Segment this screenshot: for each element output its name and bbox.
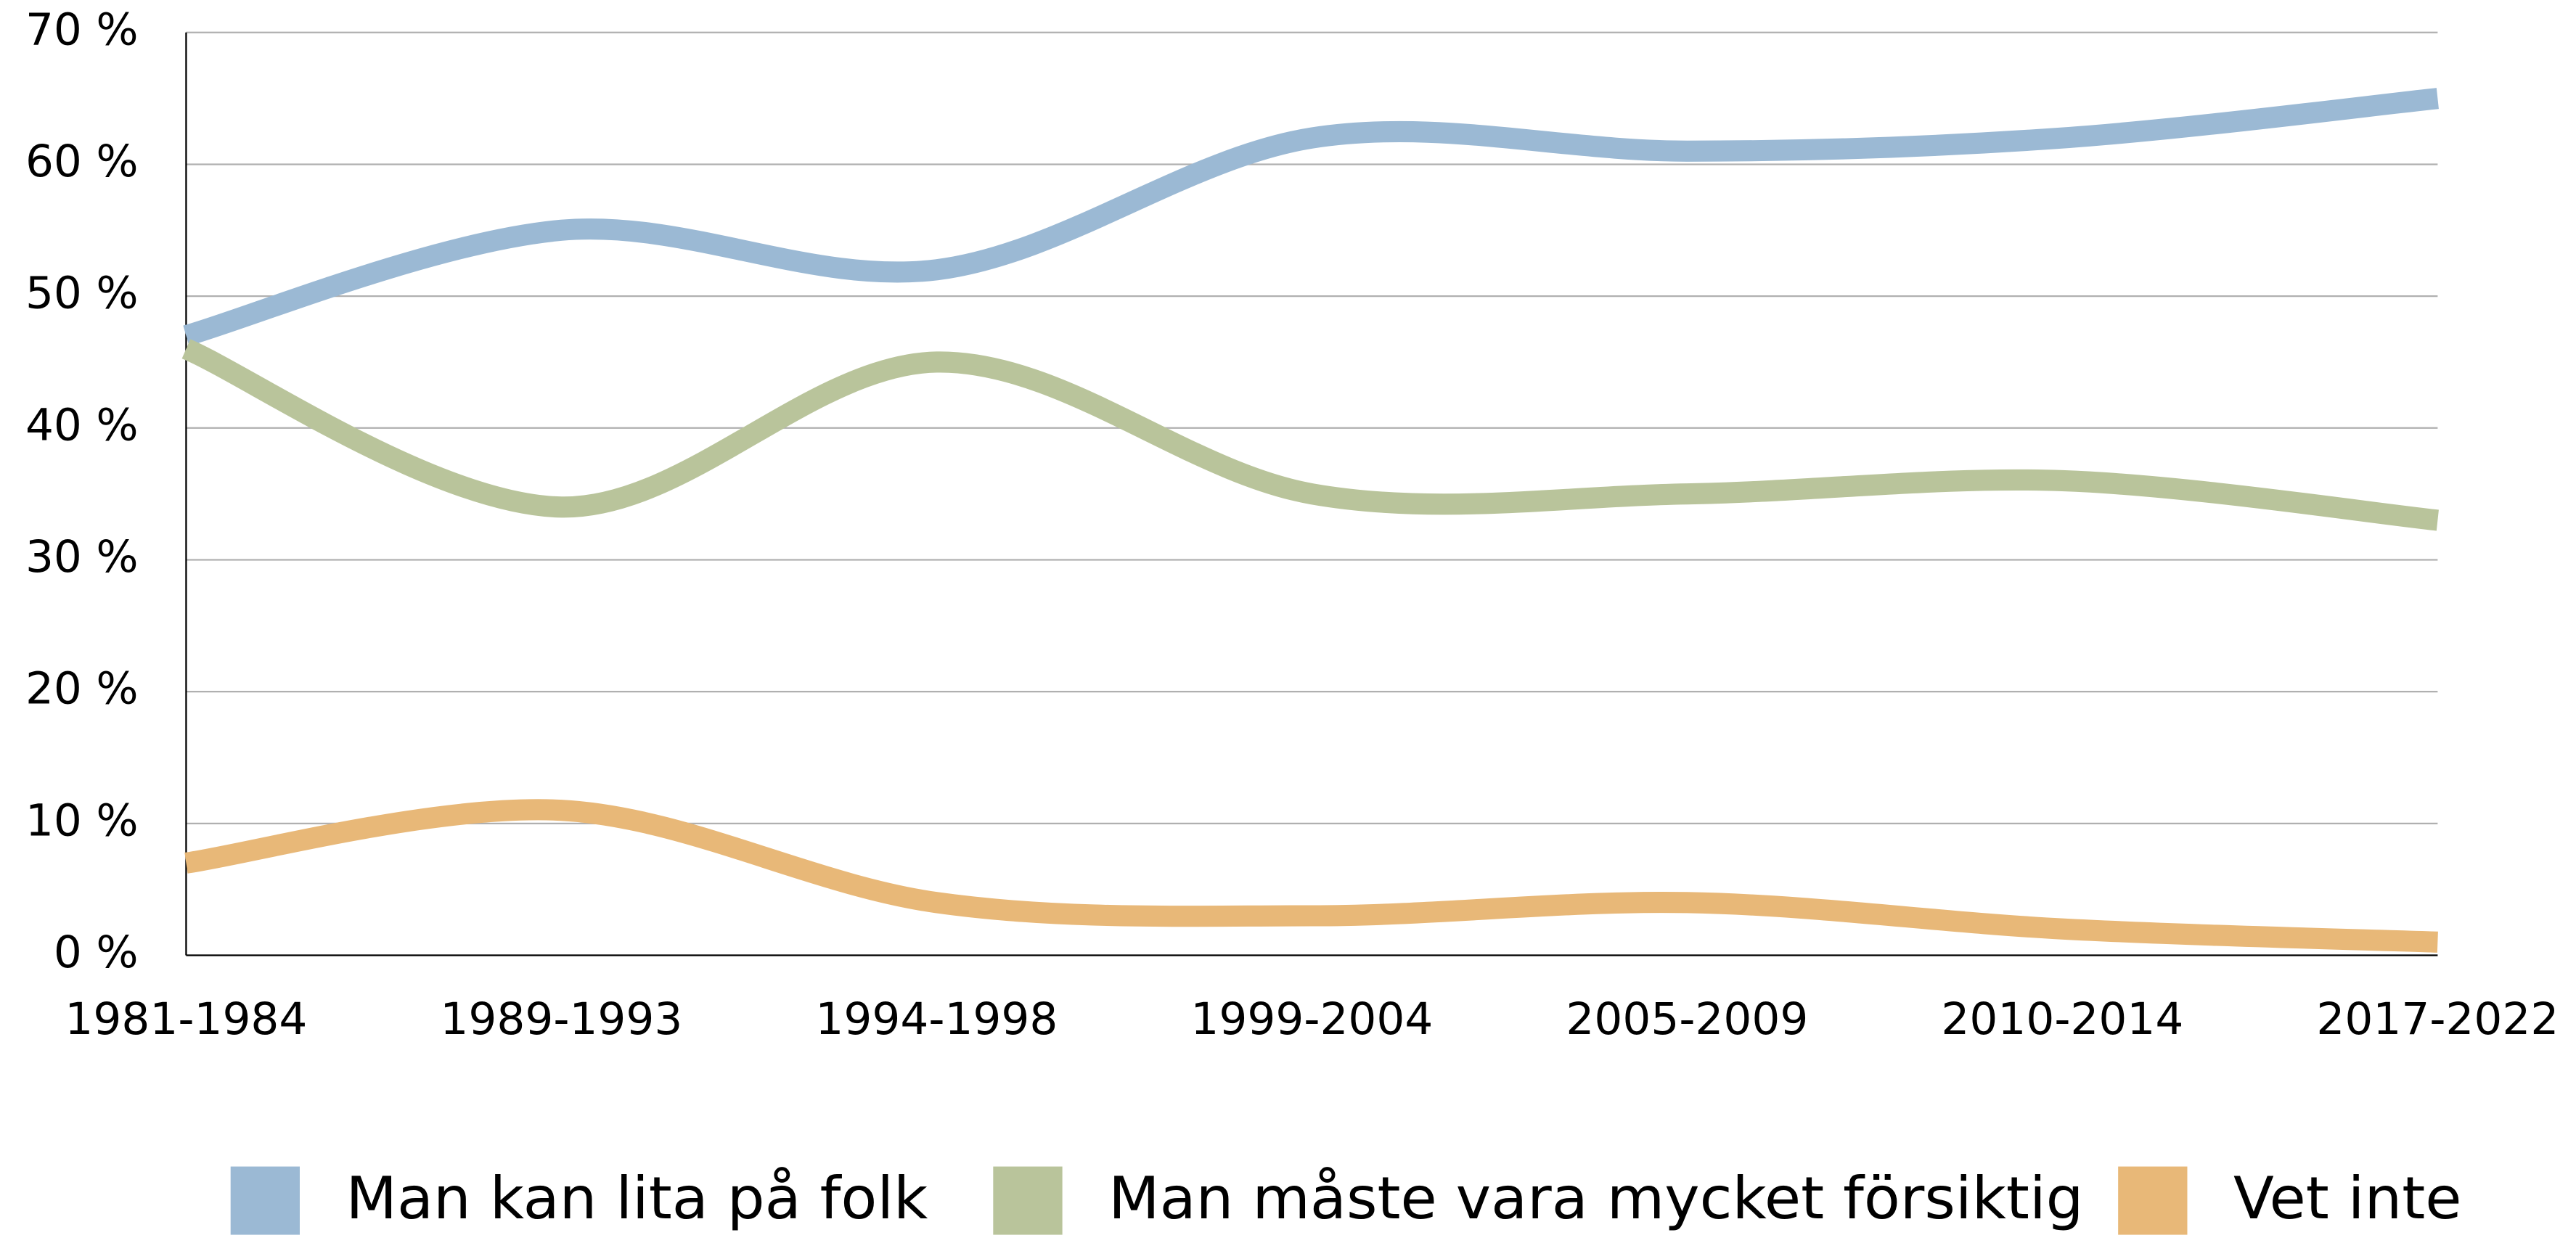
y-tick-label: 50 % <box>25 268 139 319</box>
x-tick-label: 1999-2004 <box>1190 994 1433 1045</box>
y-tick-label: 40 % <box>25 401 139 451</box>
line-series <box>183 88 2439 346</box>
x-tick-label: 2010-2014 <box>1941 994 2183 1045</box>
legend-swatch <box>230 1166 300 1235</box>
y-tick-label: 10 % <box>25 796 139 847</box>
legend-label: Man måste vara mycket försiktig <box>1108 1165 2083 1233</box>
x-tick-label: 2005-2009 <box>1566 994 1808 1045</box>
x-tick-label: 2017-2022 <box>2316 994 2559 1045</box>
y-tick-label: 30 % <box>25 532 139 583</box>
y-tick-label: 60 % <box>25 136 139 187</box>
x-tick-label: 1981-1984 <box>65 994 307 1045</box>
y-tick-label: 0 % <box>54 927 139 978</box>
x-tick-label: 1994-1998 <box>815 994 1058 1045</box>
legend-swatch <box>2118 1166 2188 1235</box>
line-series <box>184 799 2438 953</box>
legend-label: Vet inte <box>2233 1165 2461 1233</box>
y-tick-label: 20 % <box>25 664 139 715</box>
line-series <box>181 339 2439 531</box>
legend-swatch <box>993 1166 1063 1235</box>
legend-label: Man kan lita på folk <box>346 1165 928 1233</box>
x-tick-label: 1989-1993 <box>440 994 682 1045</box>
y-tick-label: 70 % <box>25 5 139 56</box>
